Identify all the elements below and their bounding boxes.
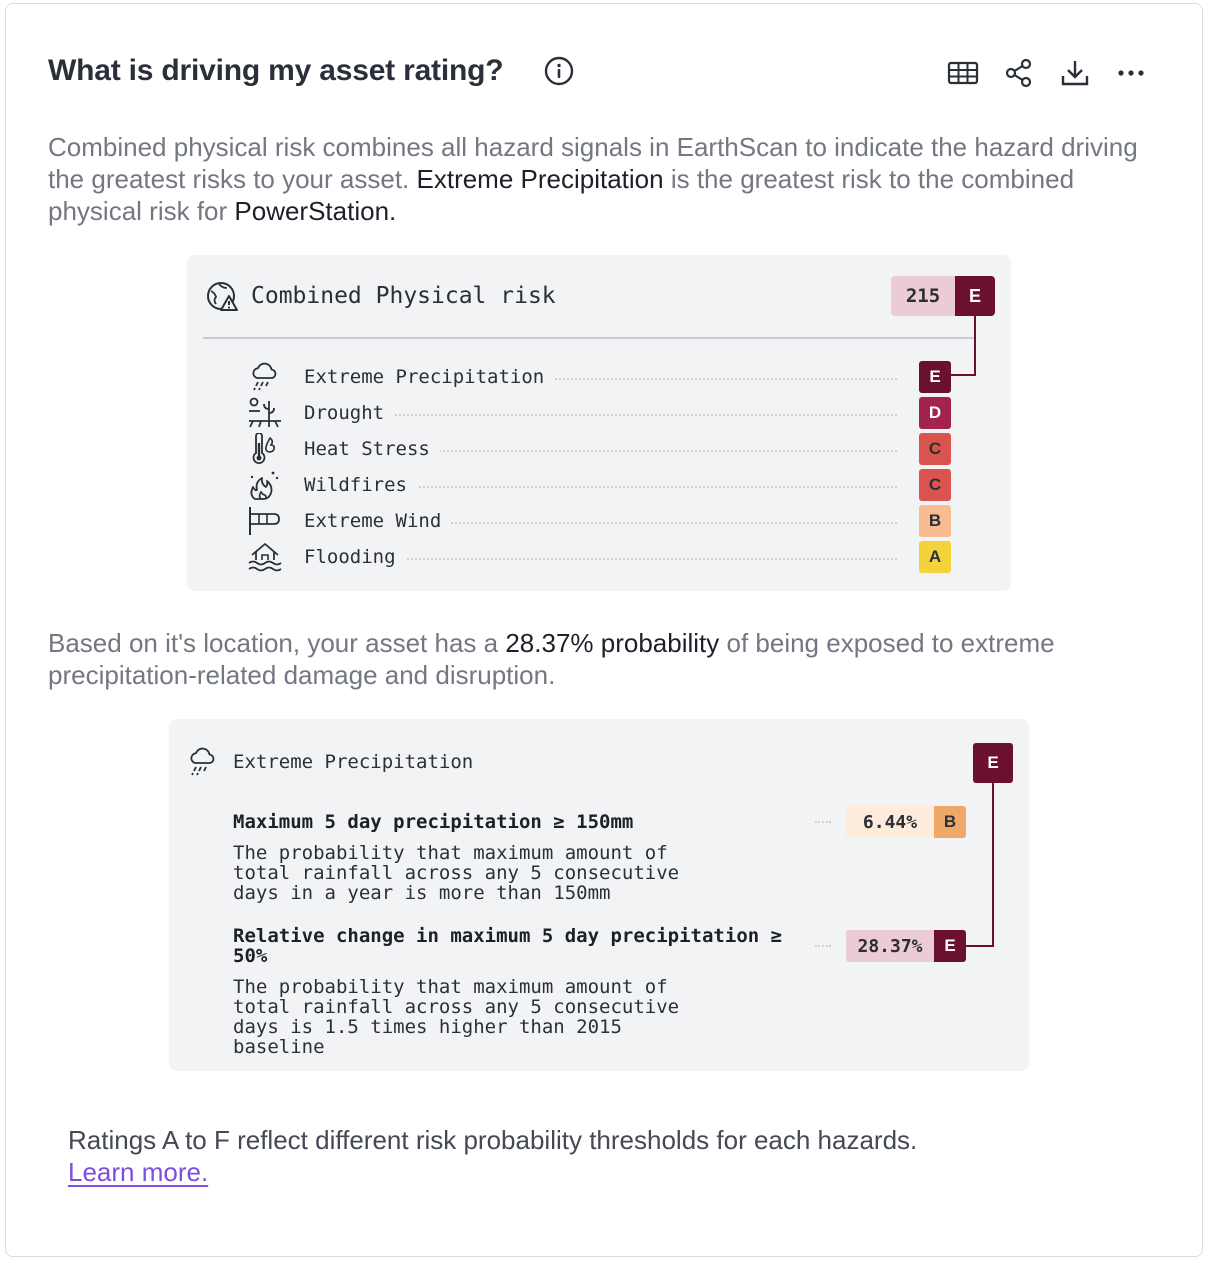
hazard-grade-badge: C — [919, 433, 951, 465]
combined-risk-title: Combined Physical risk — [251, 283, 556, 309]
combined-rating-badge: E — [955, 276, 995, 316]
leader-dots — [304, 522, 897, 524]
share-button[interactable] — [1002, 56, 1036, 90]
hazard-name: Wildfires — [304, 474, 417, 496]
metric-value: 28.37% — [846, 930, 934, 962]
precipitation-detail-panel: Extreme Precipitation E Maximum 5 day pr… — [169, 719, 1029, 1071]
metric-heading: Maximum 5 day precipitation ≥ 150mm — [233, 811, 634, 833]
detail-connector — [965, 779, 994, 947]
drought-icon — [247, 397, 283, 429]
hazard-name: Extreme Precipitation — [304, 366, 555, 388]
detail-title: Extreme Precipitation — [233, 751, 474, 773]
hazard-grade-badge: B — [919, 505, 951, 537]
learn-more-link[interactable]: Learn more. — [68, 1157, 209, 1187]
hazard-name: Drought — [304, 402, 395, 424]
hazard-row[interactable]: Flooding A — [247, 541, 951, 573]
rating-connector — [951, 315, 976, 376]
thermometer-icon — [247, 432, 283, 465]
download-button[interactable] — [1058, 56, 1092, 90]
hazard-row[interactable]: Wildfires C — [247, 469, 951, 501]
metric-heading: Relative change in maximum 5 day precipi… — [233, 925, 783, 967]
table-icon — [947, 61, 979, 85]
flood-icon — [247, 541, 283, 573]
probability-paragraph: Based on it's location, your asset has a… — [48, 628, 1055, 690]
hazard-grade-badge: C — [919, 469, 951, 501]
info-icon[interactable] — [544, 56, 574, 86]
metric-description: The probability that maximum amount of t… — [233, 842, 680, 904]
metric-value: 6.44% — [846, 806, 934, 838]
leader-dots — [304, 378, 897, 380]
hazard-name: Extreme Wind — [304, 510, 452, 532]
wind-icon — [247, 505, 283, 537]
more-options-button[interactable] — [1114, 56, 1148, 90]
ratings-footnote: Ratings A to F reflect different risk pr… — [68, 1124, 1168, 1188]
globe-warning-icon — [205, 279, 241, 315]
leader-dots — [304, 450, 897, 452]
divider — [203, 337, 975, 339]
hazard-row[interactable]: Extreme Wind B — [247, 505, 951, 537]
leader-dots — [304, 558, 897, 560]
hazard-row[interactable]: Heat Stress C — [247, 432, 951, 465]
table-view-button[interactable] — [946, 56, 980, 90]
intro-paragraph: Combined physical risk combines all haza… — [48, 132, 1138, 226]
detail-rating-badge: E — [973, 743, 1013, 783]
hazard-row[interactable]: Extreme Precipitation E — [247, 361, 951, 393]
combined-risk-panel: Combined Physical risk 215 E Extreme Pre… — [187, 255, 1011, 591]
probability-value: 28.37% probability — [505, 628, 720, 658]
hazard-grade-badge: E — [919, 361, 951, 393]
footnote-text: Ratings A to F reflect different risk pr… — [68, 1125, 918, 1155]
hazard-name: Flooding — [304, 546, 406, 568]
leader-dots — [304, 486, 897, 488]
share-icon — [1005, 58, 1032, 88]
driving-hazard: Extreme Precipitation — [416, 164, 664, 194]
combined-score: 215 — [891, 276, 955, 316]
hazard-grade-badge: D — [919, 397, 951, 429]
leader-dots — [304, 414, 897, 416]
download-icon — [1061, 61, 1089, 86]
rain-cloud-icon — [247, 361, 283, 393]
metric-grade-badge: B — [934, 806, 966, 838]
asset-name: PowerStation — [234, 196, 390, 226]
hazard-row[interactable]: Drought D — [247, 397, 951, 429]
hazard-grade-badge: A — [919, 541, 951, 573]
rain-cloud-icon — [187, 745, 219, 777]
more-icon — [1118, 70, 1144, 76]
leader-dots — [815, 821, 831, 823]
leader-dots — [815, 945, 831, 947]
wildfire-icon — [247, 469, 283, 501]
metric-grade-badge: E — [934, 930, 966, 962]
metric-description: The probability that maximum amount of t… — [233, 976, 680, 1058]
hazard-name: Heat Stress — [304, 438, 440, 460]
card-title: What is driving my asset rating? — [48, 54, 504, 87]
